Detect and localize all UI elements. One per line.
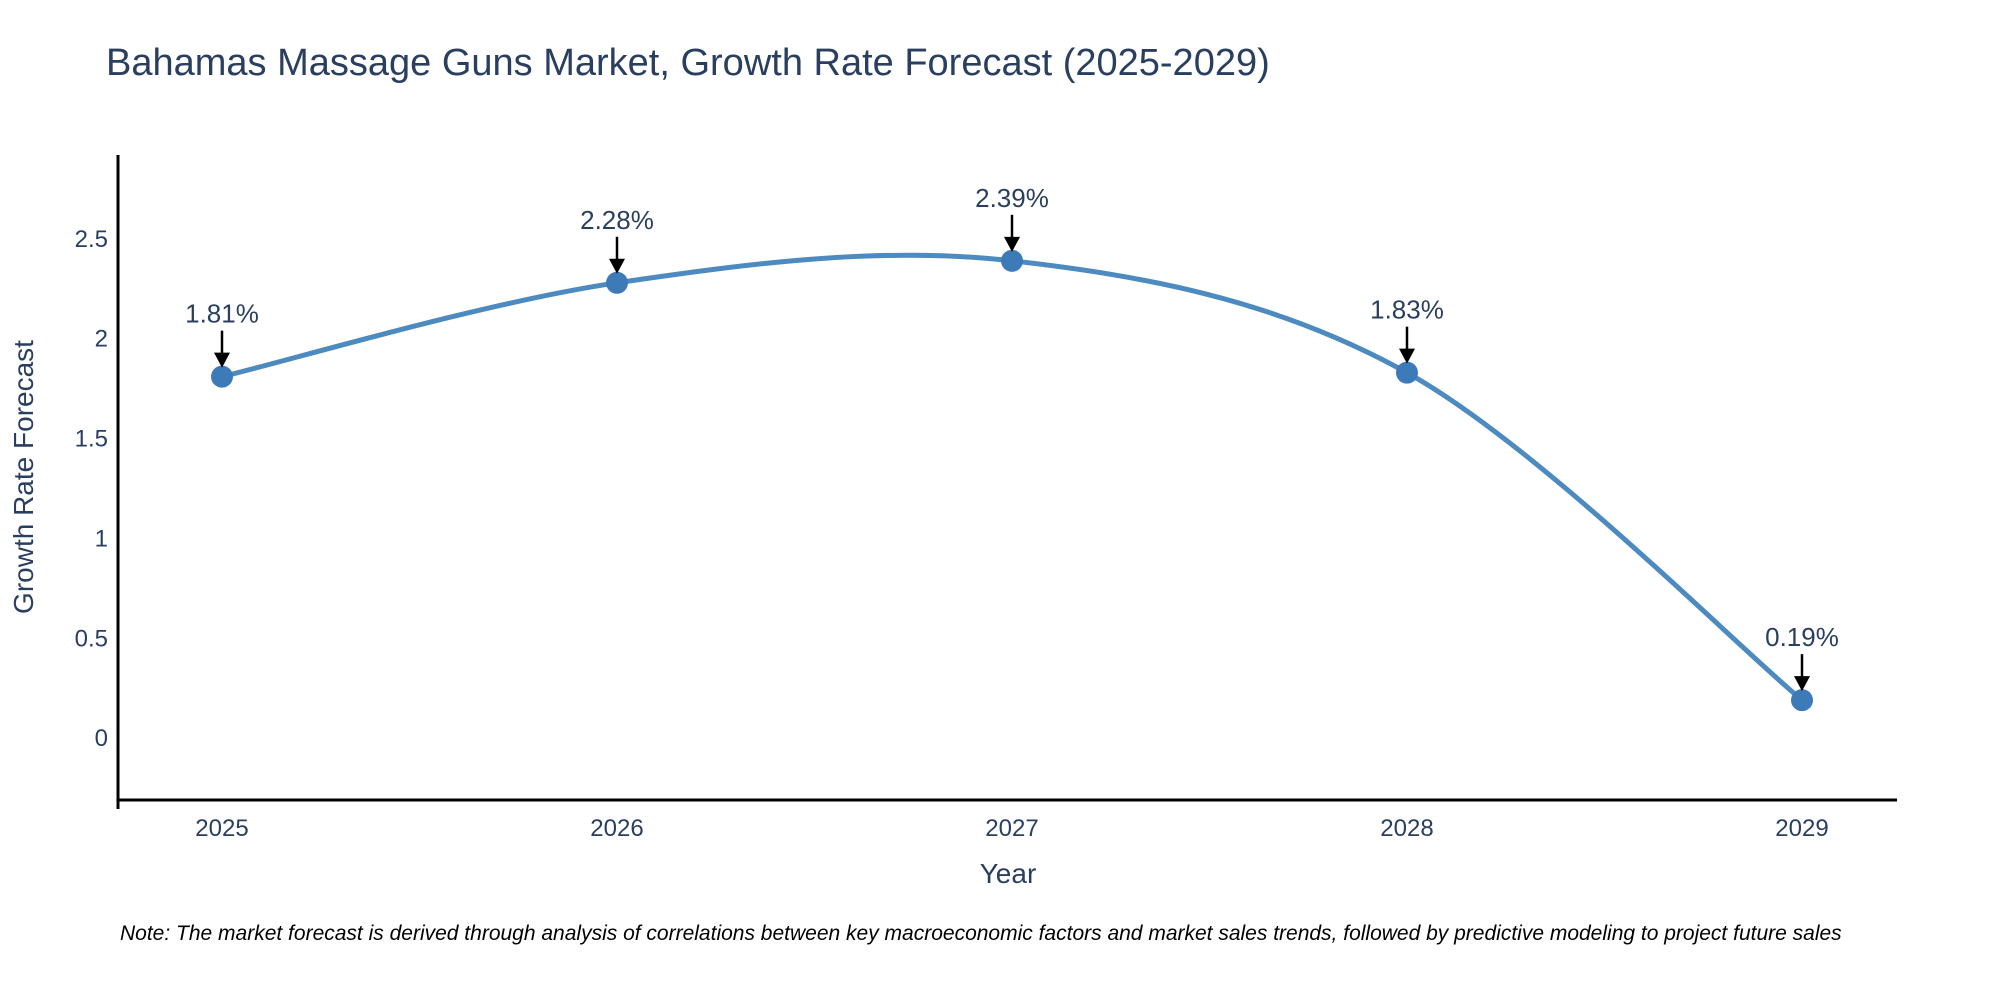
data-point-marker (606, 271, 628, 294)
y-tick-label: 1 (95, 525, 108, 552)
x-tick-label: 2026 (590, 815, 643, 842)
data-label: 1.83% (1370, 295, 1444, 325)
y-tick-label: 2 (95, 326, 108, 353)
data-point-marker (1396, 361, 1418, 384)
footnote: Note: The market forecast is derived thr… (120, 922, 1842, 945)
y-tick-label: 2.5 (75, 226, 108, 253)
annotation-arrowhead (609, 258, 625, 274)
axis-lines (116, 155, 1897, 809)
annotation-arrowhead (1004, 236, 1020, 252)
annotation-arrowhead (1794, 676, 1810, 692)
annotation-arrowhead (214, 352, 230, 368)
y-tick-label: 0.5 (75, 625, 108, 652)
data-label: 0.19% (1765, 622, 1839, 652)
data-point-marker (1001, 249, 1023, 272)
data-label: 2.39% (975, 183, 1049, 213)
x-axis-title: Year (979, 858, 1037, 889)
y-tick-label: 0 (95, 725, 108, 752)
chart-title: Bahamas Massage Guns Market, Growth Rate… (106, 42, 1270, 84)
x-tick-label: 2027 (985, 815, 1038, 842)
x-tick-label: 2025 (195, 815, 248, 842)
x-tick-label: 2028 (1380, 815, 1433, 842)
data-point-marker (1791, 689, 1813, 712)
y-tick-label: 1.5 (75, 426, 108, 453)
data-label: 2.28% (580, 205, 654, 235)
x-tick-label: 2029 (1775, 815, 1828, 842)
forecast-line (219, 252, 1805, 703)
data-point-marker (211, 365, 233, 388)
annotation-arrowhead (1399, 348, 1415, 364)
data-label: 1.81% (185, 299, 259, 329)
